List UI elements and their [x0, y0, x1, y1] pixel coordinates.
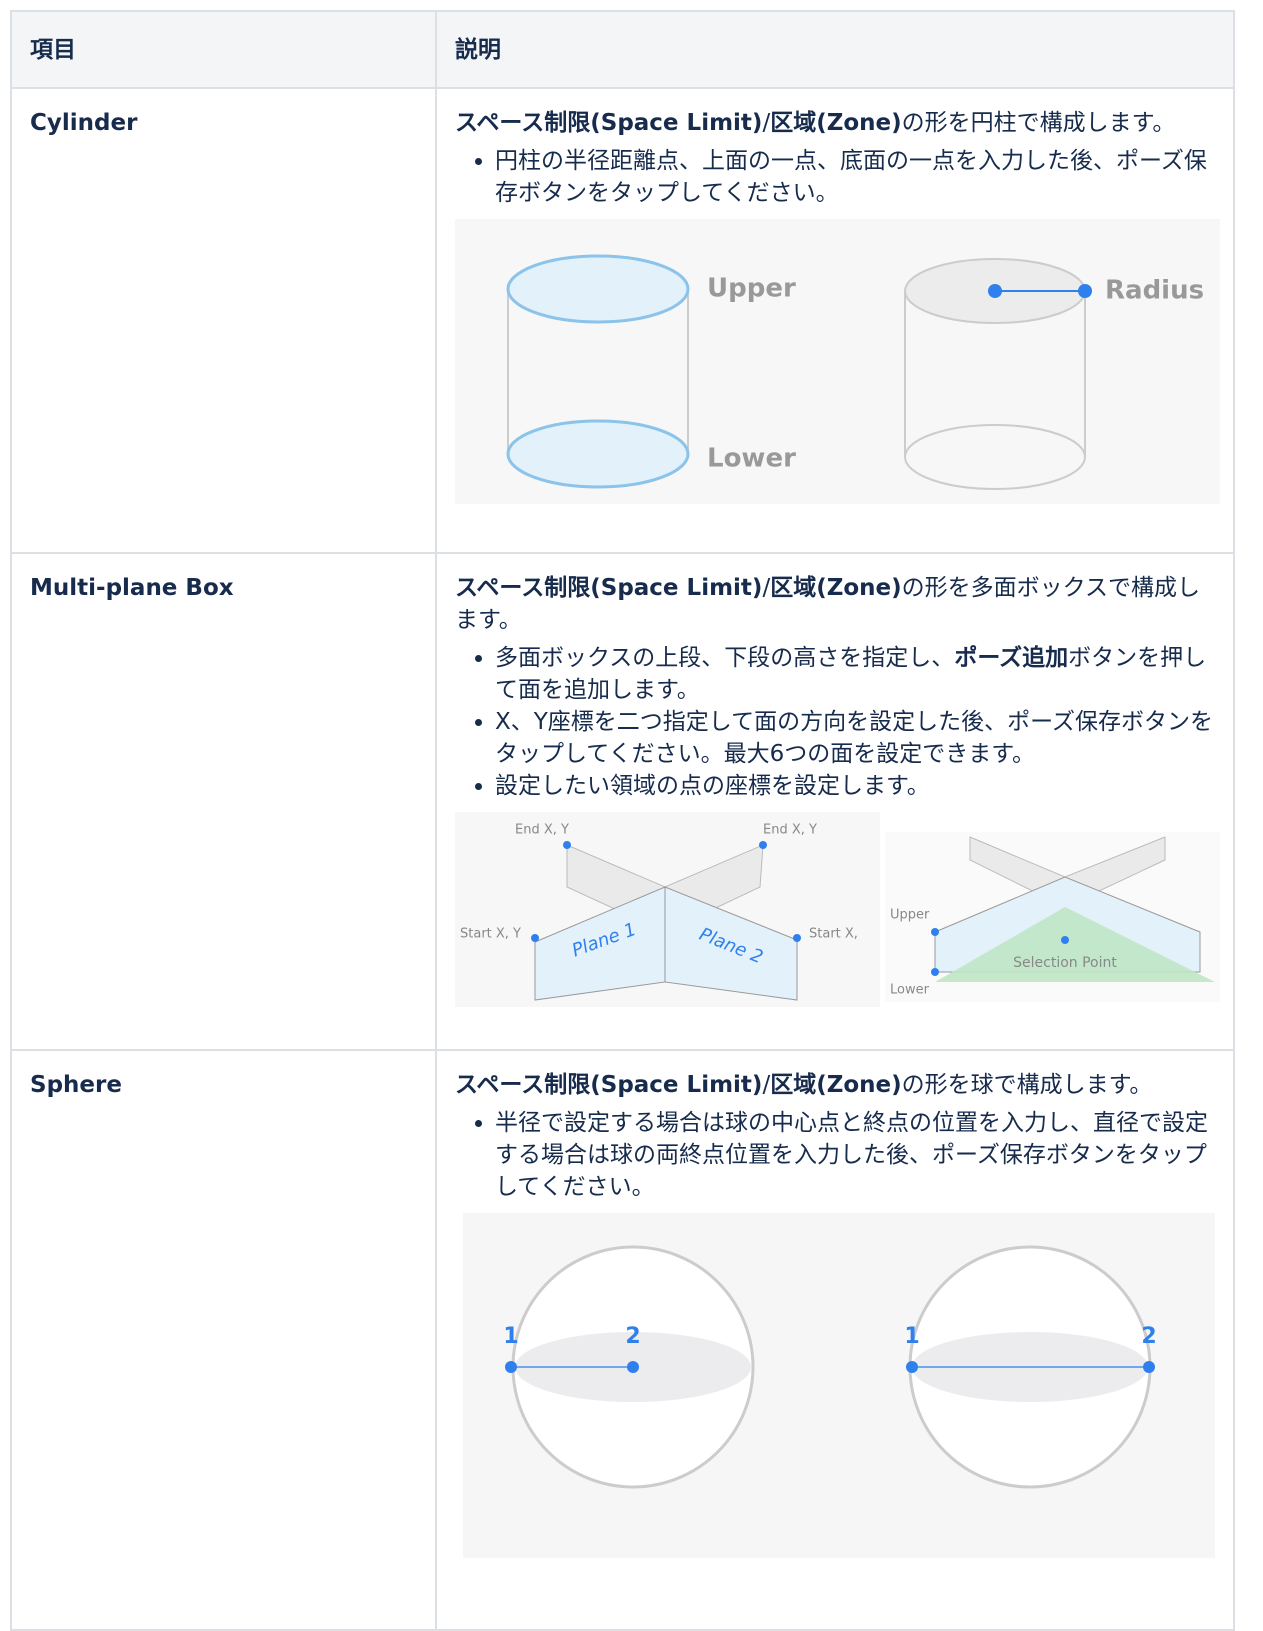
- desc-cell: スペース制限(Space Limit)/区域(Zone)の形を球で構成します。 …: [435, 1049, 1235, 1631]
- bullets: 円柱の半径距離点、上面の一点、底面の一点を入力した後、ポーズ保存ボタンをタップし…: [455, 145, 1215, 209]
- bold-text: 区域(Zone): [770, 1072, 902, 1098]
- bullets: 多面ボックスの上段、下段の高さを指定し、ポーズ追加ボタンを押して面を追加します。…: [455, 642, 1215, 802]
- row: Multi-plane Box スペース制限(Space Limit)/区域(Z…: [10, 552, 1235, 1051]
- sphere-figure: 1 2 1 2: [463, 1213, 1215, 1558]
- figure-label: Upper: [707, 274, 796, 304]
- text: /: [762, 1072, 771, 1098]
- figure-label: 2: [625, 1324, 640, 1349]
- spec-table: 項目 説明 Cylinder スペース制限(Space Limit)/区域(Zo…: [10, 10, 1235, 1631]
- figure-label: Radius: [1105, 276, 1204, 306]
- header-cell: 項目: [10, 10, 437, 89]
- figure-label: Lower: [707, 444, 796, 474]
- lead: スペース制限(Space Limit)/区域(Zone)の形を多面ボックスで構成…: [455, 572, 1215, 636]
- bold-text: スペース制限(Space Limit): [455, 575, 763, 601]
- bold-text: 区域(Zone): [770, 575, 902, 601]
- header-cell: 説明: [435, 10, 1235, 89]
- text: ボタンを押して面を追加します。: [495, 645, 1207, 703]
- text: /: [762, 110, 771, 136]
- text: 設定したい領域の点の座標を設定します。: [495, 773, 930, 799]
- figure-label: Selection Point: [1013, 955, 1117, 971]
- text: 半径で設定する場合は球の中心点と終点の位置を入力し、直径で設定する場合は球の両終…: [495, 1110, 1208, 1200]
- item-cell: Multi-plane Box: [10, 552, 437, 1051]
- bullets: 半径で設定する場合は球の中心点と終点の位置を入力し、直径で設定する場合は球の両終…: [455, 1107, 1215, 1203]
- text: 円柱の半径距離点、上面の一点、底面の一点を入力した後、ポーズ保存ボタンをタップし…: [495, 148, 1207, 206]
- plane-figure: End X, Y End X, Y Start X, Y Start X, Pl…: [455, 812, 1220, 1007]
- bullet-item: X、Y座標を二つ指定して面の方向を設定した後、ポーズ保存ボタンをタップしてくださ…: [495, 706, 1215, 770]
- item-cell: Cylinder: [10, 87, 437, 554]
- bullet-item: 半径で設定する場合は球の中心点と終点の位置を入力し、直径で設定する場合は球の両終…: [495, 1107, 1215, 1203]
- lead: スペース制限(Space Limit)/区域(Zone)の形を球で構成します。: [455, 1069, 1215, 1101]
- text: /: [762, 575, 771, 601]
- figure-label: Start X, Y: [460, 927, 521, 942]
- bold-text: スペース制限(Space Limit): [455, 1072, 763, 1098]
- text: の形を円柱で構成します。: [901, 110, 1176, 136]
- figure-label: End X, Y: [763, 823, 817, 838]
- bullet-item: 設定したい領域の点の座標を設定します。: [495, 770, 1215, 802]
- bold-text: 区域(Zone): [770, 110, 902, 136]
- lead: スペース制限(Space Limit)/区域(Zone)の形を円柱で構成します。: [455, 107, 1215, 139]
- item-cell: Sphere: [10, 1049, 437, 1631]
- bold-text: スペース制限(Space Limit): [455, 110, 763, 136]
- bullet-item: 多面ボックスの上段、下段の高さを指定し、ポーズ追加ボタンを押して面を追加します。: [495, 642, 1215, 706]
- desc-cell: スペース制限(Space Limit)/区域(Zone)の形を多面ボックスで構成…: [435, 552, 1235, 1051]
- text: の形を多面ボックスで構成します。: [455, 575, 1200, 633]
- text: 多面ボックスの上段、下段の高さを指定し、: [495, 645, 955, 671]
- cylinder-figure: Upper Lower Radius: [455, 219, 1220, 504]
- figure-label: 1: [503, 1324, 518, 1349]
- header-row: 項目 説明: [10, 10, 1235, 89]
- figure-label: Start X,: [809, 927, 858, 942]
- figure-label: End X, Y: [515, 823, 569, 838]
- text: X、Y座標を二つ指定して面の方向を設定した後、ポーズ保存ボタンをタップしてくださ…: [495, 709, 1213, 767]
- figure-label: Upper: [890, 908, 930, 923]
- figure-label: 1: [904, 1324, 919, 1349]
- figure-label: Lower: [890, 983, 930, 998]
- bullet-item: 円柱の半径距離点、上面の一点、底面の一点を入力した後、ポーズ保存ボタンをタップし…: [495, 145, 1215, 209]
- bold-text: ポーズ追加: [954, 645, 1069, 671]
- figure-label: 2: [1141, 1324, 1156, 1349]
- row: Sphere スペース制限(Space Limit)/区域(Zone)の形を球で…: [10, 1049, 1235, 1631]
- desc-cell: スペース制限(Space Limit)/区域(Zone)の形を円柱で構成します。…: [435, 87, 1235, 554]
- row: Cylinder スペース制限(Space Limit)/区域(Zone)の形を…: [10, 87, 1235, 554]
- text: の形を球で構成します。: [901, 1072, 1153, 1098]
